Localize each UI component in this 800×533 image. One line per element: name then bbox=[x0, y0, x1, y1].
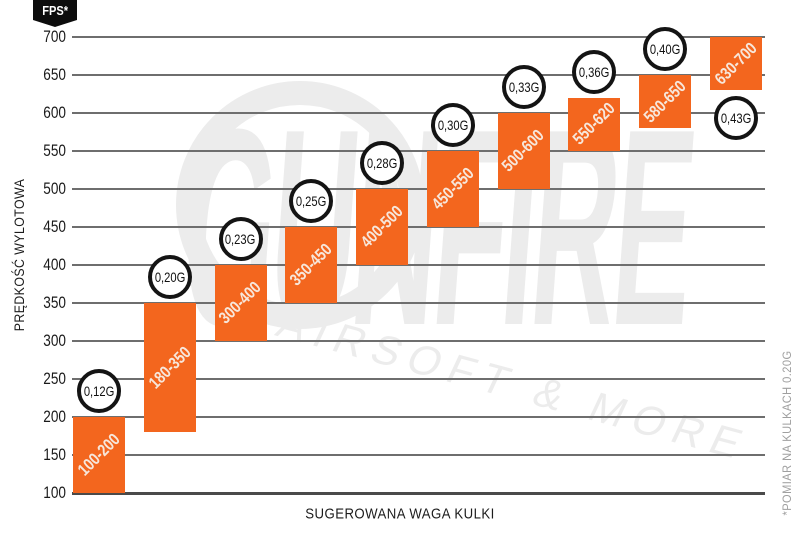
bar-range-label: 180-350 bbox=[144, 342, 195, 393]
bb-weight-label: 0,43G bbox=[720, 110, 752, 127]
bb-weight-label: 0,25G bbox=[296, 193, 327, 209]
fps-range-bar: 400-500 bbox=[356, 189, 409, 265]
y-tick-label: 250 bbox=[43, 369, 66, 388]
bb-weight-badge: 0,40G bbox=[643, 27, 688, 71]
gridline bbox=[72, 74, 765, 76]
gridline bbox=[72, 492, 765, 495]
bb-weight-label: 0,20G bbox=[154, 269, 186, 285]
bar-range-label: 400-500 bbox=[356, 201, 407, 252]
fps-range-bar: 100-200 bbox=[73, 417, 125, 493]
fps-range-bar: 630-700 bbox=[710, 37, 763, 91]
bar-range-label: 630-700 bbox=[710, 38, 761, 89]
bb-weight-label: 0,40G bbox=[649, 41, 681, 57]
y-tick-label: 150 bbox=[43, 445, 66, 464]
y-tick-label: 350 bbox=[43, 293, 66, 312]
y-tick-label: 600 bbox=[43, 103, 66, 122]
bb-weight-label: 0,30G bbox=[437, 117, 469, 133]
bb-weight-badge: 0,23G bbox=[218, 217, 263, 261]
bar-range-label: 100-200 bbox=[73, 429, 124, 480]
gridline bbox=[72, 112, 765, 114]
y-tick-label: 400 bbox=[43, 255, 66, 274]
gridline bbox=[72, 188, 765, 190]
bar-range-label: 350-450 bbox=[286, 239, 336, 290]
bb-weight-badge: 0,33G bbox=[501, 65, 546, 109]
fps-range-bar: 500-600 bbox=[497, 113, 550, 189]
bar-range-label: 500-600 bbox=[498, 125, 549, 176]
gridline bbox=[72, 454, 765, 456]
y-tick-label: 100 bbox=[43, 483, 66, 502]
bar-range-label: 550-620 bbox=[569, 99, 619, 149]
gridline bbox=[72, 226, 765, 228]
bb-weight-badge: 0,43G bbox=[714, 96, 759, 141]
bar-range-label: 580-650 bbox=[640, 76, 690, 127]
y-tick-label: 500 bbox=[43, 179, 66, 198]
bb-weight-label: 0,12G bbox=[83, 383, 115, 399]
y-tick-label: 550 bbox=[43, 141, 66, 160]
fps-range-bar: 550-620 bbox=[568, 97, 621, 151]
bb-weight-label: 0,28G bbox=[366, 155, 398, 171]
fps-unit-badge: FPS* bbox=[33, 0, 77, 27]
bb-weight-badge: 0,30G bbox=[430, 103, 475, 147]
gridline bbox=[72, 340, 765, 342]
bb-weight-badge: 0,20G bbox=[147, 255, 192, 299]
gridline bbox=[72, 36, 765, 38]
bb-weight-badge: 0,36G bbox=[572, 49, 617, 94]
gridline bbox=[72, 150, 765, 152]
fps-range-bar: 300-400 bbox=[214, 265, 267, 341]
bb-weight-badge: 0,12G bbox=[77, 369, 121, 413]
y-tick-label: 300 bbox=[43, 331, 66, 350]
bar-range-label: 450-550 bbox=[427, 163, 478, 214]
bb-weight-badge: 0,28G bbox=[360, 141, 405, 185]
fps-range-bar: 180-350 bbox=[143, 303, 196, 433]
fps-range-bar: 580-650 bbox=[639, 75, 692, 129]
bb-weight-label: 0,33G bbox=[508, 79, 539, 95]
x-axis-title: SUGEROWANA WAGA KULKI bbox=[305, 505, 495, 523]
bb-weight-badge: 0,25G bbox=[289, 179, 334, 223]
gridline bbox=[72, 416, 765, 418]
gridline bbox=[72, 302, 765, 304]
fps-range-bar: 350-450 bbox=[285, 227, 338, 303]
y-tick-label: 650 bbox=[43, 65, 66, 84]
bb-weight-label: 0,36G bbox=[579, 63, 610, 80]
y-tick-label: 450 bbox=[43, 217, 66, 236]
gridline bbox=[72, 264, 765, 266]
fps-unit-label: FPS* bbox=[42, 2, 68, 18]
footnote: *POMIAR NA KULKACH 0.20G bbox=[780, 350, 794, 516]
y-tick-label: 200 bbox=[43, 407, 66, 426]
bb-weight-label: 0,23G bbox=[225, 231, 256, 247]
y-axis-title: PRĘDKOŚĆ WYLOTOWA bbox=[11, 178, 27, 332]
gridline bbox=[72, 378, 765, 380]
fps-range-bar: 450-550 bbox=[426, 151, 479, 227]
bar-range-label: 300-400 bbox=[215, 277, 266, 328]
y-tick-label: 700 bbox=[43, 27, 66, 46]
